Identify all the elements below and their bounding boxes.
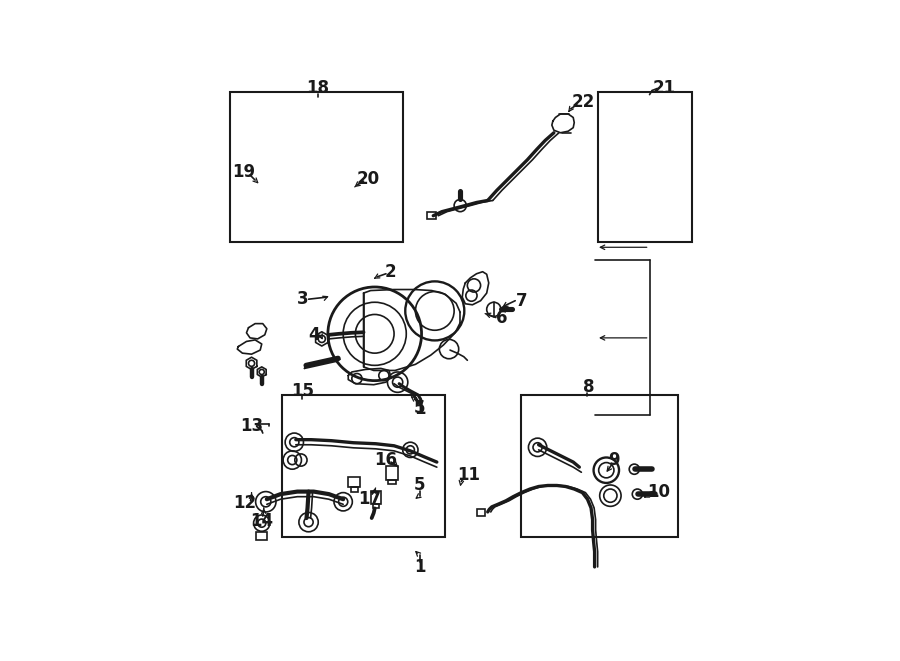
Text: 9: 9: [608, 451, 620, 469]
Text: 3: 3: [297, 290, 309, 308]
Text: 16: 16: [374, 451, 398, 469]
Text: 18: 18: [306, 79, 329, 97]
Bar: [373, 504, 379, 508]
Text: 5: 5: [414, 399, 426, 416]
Text: 4: 4: [308, 326, 320, 344]
Bar: [256, 532, 266, 540]
Text: 20: 20: [357, 170, 380, 188]
Text: 19: 19: [232, 163, 255, 181]
Text: 6: 6: [496, 309, 508, 327]
Bar: [351, 487, 358, 492]
Text: 12: 12: [233, 494, 256, 512]
Text: 15: 15: [291, 382, 314, 400]
Text: 7: 7: [516, 292, 527, 310]
Text: 1: 1: [414, 400, 426, 418]
Bar: [348, 477, 361, 487]
Bar: [598, 92, 692, 242]
Text: 10: 10: [647, 483, 670, 500]
Text: 13: 13: [240, 418, 263, 436]
Bar: [389, 480, 396, 485]
Text: 11: 11: [457, 466, 481, 485]
Bar: [521, 395, 678, 537]
Text: 8: 8: [582, 378, 594, 396]
Text: 1: 1: [414, 558, 426, 576]
Text: 21: 21: [652, 79, 675, 97]
Text: 2: 2: [384, 262, 396, 281]
Text: 5: 5: [414, 477, 426, 494]
Bar: [371, 490, 381, 504]
Text: 17: 17: [358, 490, 382, 508]
Bar: [230, 92, 402, 242]
Bar: [476, 510, 485, 516]
Bar: [282, 395, 445, 537]
Text: 22: 22: [572, 93, 595, 111]
Text: 14: 14: [250, 512, 274, 530]
Bar: [386, 466, 398, 480]
Bar: [427, 212, 436, 219]
